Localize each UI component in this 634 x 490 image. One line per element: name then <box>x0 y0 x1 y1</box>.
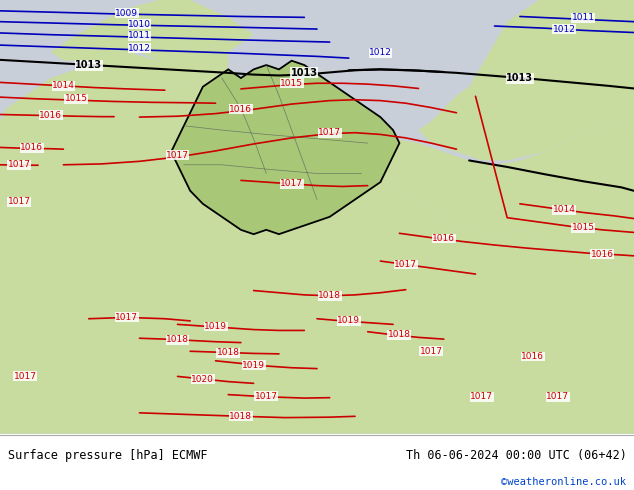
Text: 1019: 1019 <box>337 317 360 325</box>
Text: 1018: 1018 <box>388 330 411 339</box>
Text: 1017: 1017 <box>470 392 493 401</box>
Polygon shape <box>171 61 399 234</box>
Text: 1018: 1018 <box>166 336 189 344</box>
Polygon shape <box>558 61 583 78</box>
Text: 1015: 1015 <box>572 223 595 232</box>
Text: 1016: 1016 <box>20 144 43 152</box>
Text: 1011: 1011 <box>572 13 595 22</box>
Text: 1010: 1010 <box>128 20 151 29</box>
Text: 1016: 1016 <box>591 249 614 259</box>
Text: 1017: 1017 <box>420 347 443 356</box>
Text: 1015: 1015 <box>65 95 87 103</box>
Text: 1016: 1016 <box>432 234 455 243</box>
Polygon shape <box>418 0 634 160</box>
Text: 1012: 1012 <box>553 24 576 33</box>
Text: Surface pressure [hPa] ECMWF: Surface pressure [hPa] ECMWF <box>8 448 207 462</box>
Text: 1020: 1020 <box>191 374 214 384</box>
Text: 1019: 1019 <box>204 322 227 331</box>
Text: 1018: 1018 <box>230 412 252 421</box>
Text: 1017: 1017 <box>8 160 30 169</box>
Text: 1014: 1014 <box>52 81 75 90</box>
Text: 1017: 1017 <box>255 392 278 401</box>
Text: 1014: 1014 <box>553 205 576 215</box>
Text: 1017: 1017 <box>394 260 417 269</box>
Polygon shape <box>0 0 634 434</box>
Text: 1018: 1018 <box>217 348 240 357</box>
Polygon shape <box>342 122 634 269</box>
Text: 1017: 1017 <box>280 179 303 188</box>
Text: 1017: 1017 <box>8 197 30 206</box>
Text: 1018: 1018 <box>318 291 341 300</box>
Text: 1017: 1017 <box>166 151 189 160</box>
Polygon shape <box>507 35 533 52</box>
Text: 1013: 1013 <box>291 68 318 78</box>
Text: 1017: 1017 <box>115 313 138 322</box>
Text: ©weatheronline.co.uk: ©weatheronline.co.uk <box>501 477 626 487</box>
Text: 1019: 1019 <box>242 361 265 369</box>
Text: 1012: 1012 <box>128 44 151 52</box>
Text: 1016: 1016 <box>39 111 62 120</box>
Polygon shape <box>0 44 228 147</box>
Text: 1016: 1016 <box>230 105 252 114</box>
Text: 1013: 1013 <box>75 60 102 70</box>
Text: 1013: 1013 <box>507 73 533 83</box>
Text: Th 06-06-2024 00:00 UTC (06+42): Th 06-06-2024 00:00 UTC (06+42) <box>406 448 626 462</box>
Text: 1017: 1017 <box>318 128 341 137</box>
Text: 1012: 1012 <box>369 49 392 57</box>
Text: 1017: 1017 <box>547 392 569 401</box>
Text: 1015: 1015 <box>280 79 303 88</box>
Text: 1017: 1017 <box>14 372 37 381</box>
Polygon shape <box>0 78 634 434</box>
Polygon shape <box>51 0 254 61</box>
Text: 1016: 1016 <box>521 352 544 361</box>
Text: 1011: 1011 <box>128 31 151 41</box>
Text: 1009: 1009 <box>115 8 138 18</box>
